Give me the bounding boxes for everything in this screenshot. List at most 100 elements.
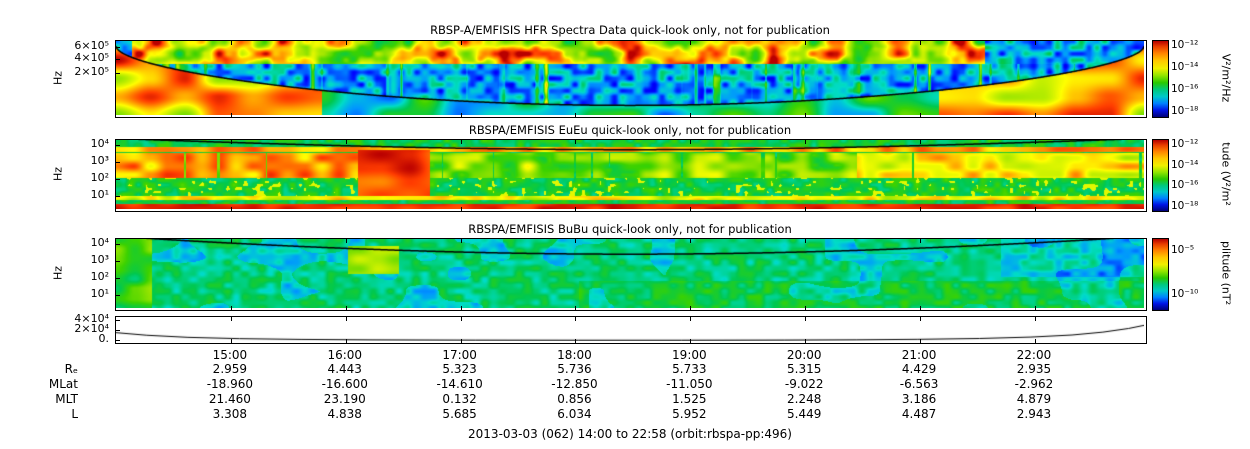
time-tick-mark [920, 306, 922, 310]
ephemeris-value: 3.186 [901, 392, 937, 406]
time-tick-label: 20:00 [786, 348, 822, 362]
time-tick-mark [230, 140, 232, 144]
ephemeris-value: 2.959 [212, 362, 248, 376]
ephemeris-value: -11.050 [666, 377, 713, 391]
y-tick-label: 10⁴ [90, 236, 109, 249]
panel2-colorbar-tick-labels: 10⁻¹² 10⁻¹⁴ 10⁻¹⁶ 10⁻¹⁸ [1171, 139, 1219, 212]
time-tick-mark [575, 239, 577, 243]
panel2-eueu-spectrogram [115, 139, 1147, 212]
time-tick-label: 16:00 [327, 348, 363, 362]
ephemeris-value: 4.443 [327, 362, 362, 376]
y-tick-label: 10³ [90, 253, 109, 266]
y-tick-mark [116, 196, 120, 197]
hfr-spectrogram-canvas [116, 41, 1144, 115]
time-tick-mark [920, 239, 922, 243]
ephemeris-value: 5.685 [442, 407, 477, 421]
colorbar-tick-label: 10⁻¹⁰ [1171, 288, 1199, 300]
ephemeris-value: 2.935 [1016, 362, 1052, 376]
time-tick-mark [575, 207, 577, 211]
panel3-title: RBSPA/EMFISIS BuBu quick-look only, not … [468, 222, 792, 236]
time-tick-mark [230, 113, 232, 117]
panel4-ytick-labels: 4×10⁴ 2×10⁴ 0. [0, 312, 111, 345]
time-tick-mark [230, 239, 232, 243]
time-tick-mark [690, 306, 692, 310]
ephemeris-value: -12.850 [551, 377, 598, 391]
time-tick-label: 21:00 [901, 348, 937, 362]
y-tick-mark [116, 278, 120, 279]
time-tick-mark [690, 339, 692, 343]
y-tick-label: 6×10⁵ [74, 39, 109, 52]
time-tick-mark [575, 113, 577, 117]
ephemeris-value: 0.856 [557, 392, 592, 406]
time-tick-mark [460, 317, 462, 321]
colorbar-tick-label: 10⁻¹⁶ [1171, 179, 1199, 191]
y-tick-label: 10² [90, 270, 109, 283]
line-plot-canvas [116, 317, 1144, 341]
time-tick-mark [575, 339, 577, 343]
y-tick-mark [116, 340, 120, 341]
ephemeris-row: L 3.308 4.838 5.685 6.034 5.952 5.449 4.487 2.94… [0, 407, 1250, 422]
time-tick-mark [805, 317, 807, 321]
time-tick-mark [920, 113, 922, 117]
time-tick-mark [460, 306, 462, 310]
colorbar-tick-label: 10⁻¹⁸ [1171, 105, 1199, 117]
time-tick-mark [345, 207, 347, 211]
ephemeris-value: 5.315 [787, 362, 822, 376]
time-tick-label: 19:00 [672, 348, 707, 362]
time-tick-label: 17:00 [442, 348, 477, 362]
time-tick-mark [575, 41, 577, 45]
ephemeris-value: 4.429 [901, 362, 937, 376]
time-tick-label: 22:00 [1016, 348, 1052, 362]
ephemeris-value: 3.308 [212, 407, 248, 421]
time-tick-mark [805, 239, 807, 243]
panel3-colorbar-unit-label: plitude (nT² [1219, 240, 1233, 306]
time-tick-mark [575, 140, 577, 144]
ephemeris-row-label: MLT [55, 392, 78, 406]
y-tick-label: 4×10⁴ [74, 312, 109, 325]
ephemeris-value: 6.034 [557, 407, 592, 421]
y-tick-mark [116, 320, 120, 321]
panel3-colorbar-tick-labels: 10⁻⁵ 10⁻¹⁰ [1171, 238, 1219, 309]
colorbar-tick-label: 10⁻¹⁸ [1171, 200, 1199, 212]
time-tick-mark [345, 140, 347, 144]
ephemeris-value: 5.733 [672, 362, 707, 376]
panel2-ytick-labels: 10⁴ 10³ 10² 10¹ [0, 137, 111, 210]
ephemeris-value: 5.449 [787, 407, 822, 421]
ephemeris-value: 23.190 [323, 392, 366, 406]
time-tick-mark [230, 41, 232, 45]
ephemeris-value: 2.248 [787, 392, 822, 406]
ephemeris-row-label: MLat [48, 377, 78, 391]
time-tick-mark [345, 41, 347, 45]
ephemeris-value: 5.952 [672, 407, 707, 421]
y-tick-mark [116, 73, 120, 74]
time-tick-mark [805, 113, 807, 117]
time-tick-mark [920, 140, 922, 144]
ephemeris-row: MLat -18.960 -16.600 -14.610 -12.850 -11.050 -… [0, 377, 1250, 392]
time-tick-mark [805, 41, 807, 45]
ephemeris-block: Rₑ 2.959 4.443 5.323 5.736 5.733 5.315 4.429 2.9… [0, 362, 1250, 424]
panel1-ytick-labels: 6×10⁵ 4×10⁵ 2×10⁵ [0, 40, 111, 116]
ephemeris-value: -6.563 [899, 377, 939, 391]
time-tick-mark [460, 41, 462, 45]
ephemeris-value: 4.838 [327, 407, 362, 421]
time-tick-mark [920, 317, 922, 321]
ephemeris-row: Rₑ 2.959 4.443 5.323 5.736 5.733 5.315 4.429 2.9… [0, 362, 1250, 377]
time-tick-mark [920, 207, 922, 211]
ephemeris-value: -16.600 [321, 377, 368, 391]
time-tick-mark [230, 306, 232, 310]
ephemeris-row: MLT 21.460 23.190 0.132 0.856 1.525 2.248 3.186… [0, 392, 1250, 407]
time-tick-mark [460, 113, 462, 117]
panel1-colorbar [1152, 40, 1169, 118]
time-tick-mark [690, 239, 692, 243]
panel1-title: RBSP-A/EMFISIS HFR Spectra Data quick-lo… [430, 23, 830, 37]
time-tick-mark [345, 306, 347, 310]
panel2-title: RBSPA/EMFISIS EuEu quick-look only, not … [468, 123, 792, 137]
bubu-spectrogram-canvas [116, 239, 1144, 308]
time-tick-mark [690, 113, 692, 117]
panel1-colorbar-tick-labels: 10⁻¹² 10⁻¹⁴ 10⁻¹⁶ 10⁻¹⁸ [1171, 40, 1219, 117]
panel4-line-plot [115, 316, 1147, 344]
time-tick-mark [1034, 317, 1036, 321]
ephemeris-row-label: L [71, 407, 78, 421]
y-tick-label: 10⁴ [90, 137, 109, 150]
colorbar-tick-label: 10⁻¹⁶ [1171, 83, 1199, 95]
